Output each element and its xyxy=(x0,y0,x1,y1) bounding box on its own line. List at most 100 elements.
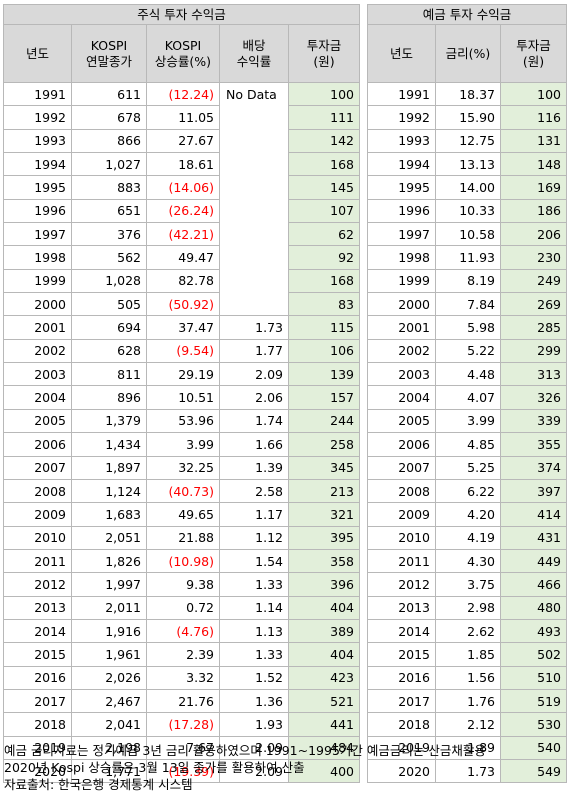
stock-cell-dividend-yield: 1.13 xyxy=(219,618,289,644)
stock-row: 2020 1,771 (19.39) 2.09 400 xyxy=(3,758,360,784)
deposit-cell-investment: 374 xyxy=(499,455,568,480)
stock-cell-kospi-close: 2,467 xyxy=(71,688,147,714)
deposit-header-2: 투자금 (원) xyxy=(499,24,568,83)
deposit-row: 1993 12.75 131 xyxy=(367,128,568,154)
deposit-cell-year: 2016 xyxy=(367,665,436,690)
stock-cell-investment: 100 xyxy=(288,81,360,107)
deposit-cell-investment: 493 xyxy=(499,618,568,644)
stock-cell-kospi-change: 49.47 xyxy=(146,245,220,270)
stock-row: 2003 811 29.19 2.09 139 xyxy=(3,362,360,387)
deposit-cell-investment: 116 xyxy=(499,105,568,130)
deposit-cell-year: 2007 xyxy=(367,455,436,480)
deposit-cell-investment: 313 xyxy=(499,362,568,387)
stock-cell-investment: 244 xyxy=(288,408,360,434)
stock-cell-year: 2004 xyxy=(3,385,72,410)
deposit-cell-year: 2003 xyxy=(367,362,436,387)
stock-cell-dividend-yield: 1.33 xyxy=(219,572,289,597)
stock-cell-year: 2017 xyxy=(3,688,72,714)
stock-cell-kospi-close: 866 xyxy=(71,128,147,154)
stock-cell-year: 2013 xyxy=(3,595,72,620)
stock-cell-kospi-change: 0.72 xyxy=(146,595,220,620)
stock-row: 1996 651 (26.24) 107 xyxy=(3,198,360,224)
stock-row: 2018 2,041 (17.28) 1.93 441 xyxy=(3,712,360,737)
deposit-cell-year: 1998 xyxy=(367,245,436,270)
stock-cell-investment: 168 xyxy=(288,268,360,294)
stock-cell-year: 2005 xyxy=(3,408,72,434)
deposit-row: 2011 4.30 449 xyxy=(367,548,568,574)
stock-cell-year: 2020 xyxy=(3,758,72,784)
stock-cell-kospi-change: 3.99 xyxy=(146,432,220,457)
deposit-cell-investment: 169 xyxy=(499,175,568,200)
stock-row: 1995 883 (14.06) 145 xyxy=(3,175,360,200)
deposit-row: 2004 4.07 326 xyxy=(367,385,568,410)
stock-cell-investment: 213 xyxy=(288,478,360,504)
stock-cell-investment: 107 xyxy=(288,198,360,224)
deposit-row: 1994 13.13 148 xyxy=(367,152,568,177)
deposit-cell-year: 2002 xyxy=(367,338,436,364)
stock-row: 2010 2,051 21.88 1.12 395 xyxy=(3,525,360,550)
footnote-deposit-rate: 예금 금리자료는 정기예금 3년 금리 활용하였으며 1991~1995기간 예… xyxy=(4,743,486,758)
deposit-row: 1996 10.33 186 xyxy=(367,198,568,224)
deposit-investment-table: 예금 투자 수익금 년도 금리(%) 투자금 (원) 1991 18.37 100 199… xyxy=(366,4,568,784)
stock-cell-dividend-yield xyxy=(219,199,289,223)
deposit-table-title: 예금 투자 수익금 xyxy=(366,4,568,25)
deposit-cell-investment: 510 xyxy=(499,665,568,690)
stock-cell-investment: 358 xyxy=(288,548,360,574)
stock-row: 1997 376 (42.21) 62 xyxy=(3,222,360,247)
deposit-cell-interest-rate: 10.33 xyxy=(435,198,501,224)
stock-cell-year: 2018 xyxy=(3,712,72,737)
stock-cell-kospi-change: 3.32 xyxy=(146,665,220,690)
stock-cell-investment: 142 xyxy=(288,128,360,154)
stock-cell-kospi-change: 18.61 xyxy=(146,152,220,177)
deposit-cell-interest-rate: 2.12 xyxy=(435,712,501,737)
stock-row: 2004 896 10.51 2.06 157 xyxy=(3,385,360,410)
deposit-row: 2001 5.98 285 xyxy=(367,315,568,340)
stock-row: 2002 628 (9.54) 1.77 106 xyxy=(3,338,360,364)
stock-row: 1994 1,027 18.61 168 xyxy=(3,152,360,177)
deposit-cell-year: 2012 xyxy=(367,572,436,597)
deposit-cell-investment: 540 xyxy=(499,735,568,760)
deposit-cell-interest-rate: 5.98 xyxy=(435,315,501,340)
deposit-cell-interest-rate: 1.73 xyxy=(435,758,501,784)
stock-cell-kospi-change: (12.24) xyxy=(146,81,220,107)
stock-cell-year: 2007 xyxy=(3,455,72,480)
stock-cell-year: 1998 xyxy=(3,245,72,270)
stock-table-title: 주식 투자 수익금 xyxy=(3,4,360,25)
deposit-cell-year: 2018 xyxy=(367,712,436,737)
deposit-cell-investment: 339 xyxy=(499,408,568,434)
stock-cell-kospi-close: 2,026 xyxy=(71,665,147,690)
deposit-cell-interest-rate: 1.56 xyxy=(435,665,501,690)
deposit-cell-interest-rate: 4.48 xyxy=(435,362,501,387)
stock-cell-year: 1994 xyxy=(3,152,72,177)
stock-cell-kospi-change: 9.38 xyxy=(146,572,220,597)
deposit-row: 1991 18.37 100 xyxy=(367,81,568,107)
deposit-row: 2018 2.12 530 xyxy=(367,712,568,737)
stock-cell-investment: 396 xyxy=(288,572,360,597)
deposit-row: 1992 15.90 116 xyxy=(367,105,568,130)
stock-cell-kospi-change: 2.39 xyxy=(146,642,220,667)
stock-cell-dividend-yield: 1.36 xyxy=(219,688,289,714)
stock-cell-kospi-close: 2,198 xyxy=(71,735,147,760)
deposit-cell-investment: 131 xyxy=(499,128,568,154)
stock-row: 2006 1,434 3.99 1.66 258 xyxy=(3,432,360,457)
stock-row: 2019 2,198 7.67 2.09 484 xyxy=(3,735,360,760)
stock-cell-kospi-close: 1,826 xyxy=(71,548,147,574)
deposit-cell-investment: 530 xyxy=(499,712,568,737)
stock-cell-investment: 321 xyxy=(288,502,360,527)
deposit-header-1: 금리(%) xyxy=(435,24,501,83)
stock-cell-year: 2016 xyxy=(3,665,72,690)
stock-cell-dividend-yield: 1.77 xyxy=(219,338,289,364)
stock-cell-kospi-close: 1,124 xyxy=(71,478,147,504)
stock-cell-kospi-change: (19.39) xyxy=(146,758,220,784)
stock-row: 1991 611 (12.24) No Data 100 xyxy=(3,81,360,107)
stock-cell-dividend-yield xyxy=(219,222,289,246)
stock-cell-year: 2014 xyxy=(3,618,72,644)
stock-cell-kospi-change: 21.76 xyxy=(146,688,220,714)
stock-cell-dividend-yield: 1.17 xyxy=(219,502,289,527)
footnote-source: 자료출처: 한국은행 경제통계 시스템 xyxy=(4,777,193,792)
deposit-cell-year: 2015 xyxy=(367,642,436,667)
stock-cell-investment: 83 xyxy=(288,292,360,317)
deposit-row: 2014 2.62 493 xyxy=(367,618,568,644)
stock-cell-kospi-close: 2,041 xyxy=(71,712,147,737)
stock-row: 2001 694 37.47 1.73 115 xyxy=(3,315,360,340)
